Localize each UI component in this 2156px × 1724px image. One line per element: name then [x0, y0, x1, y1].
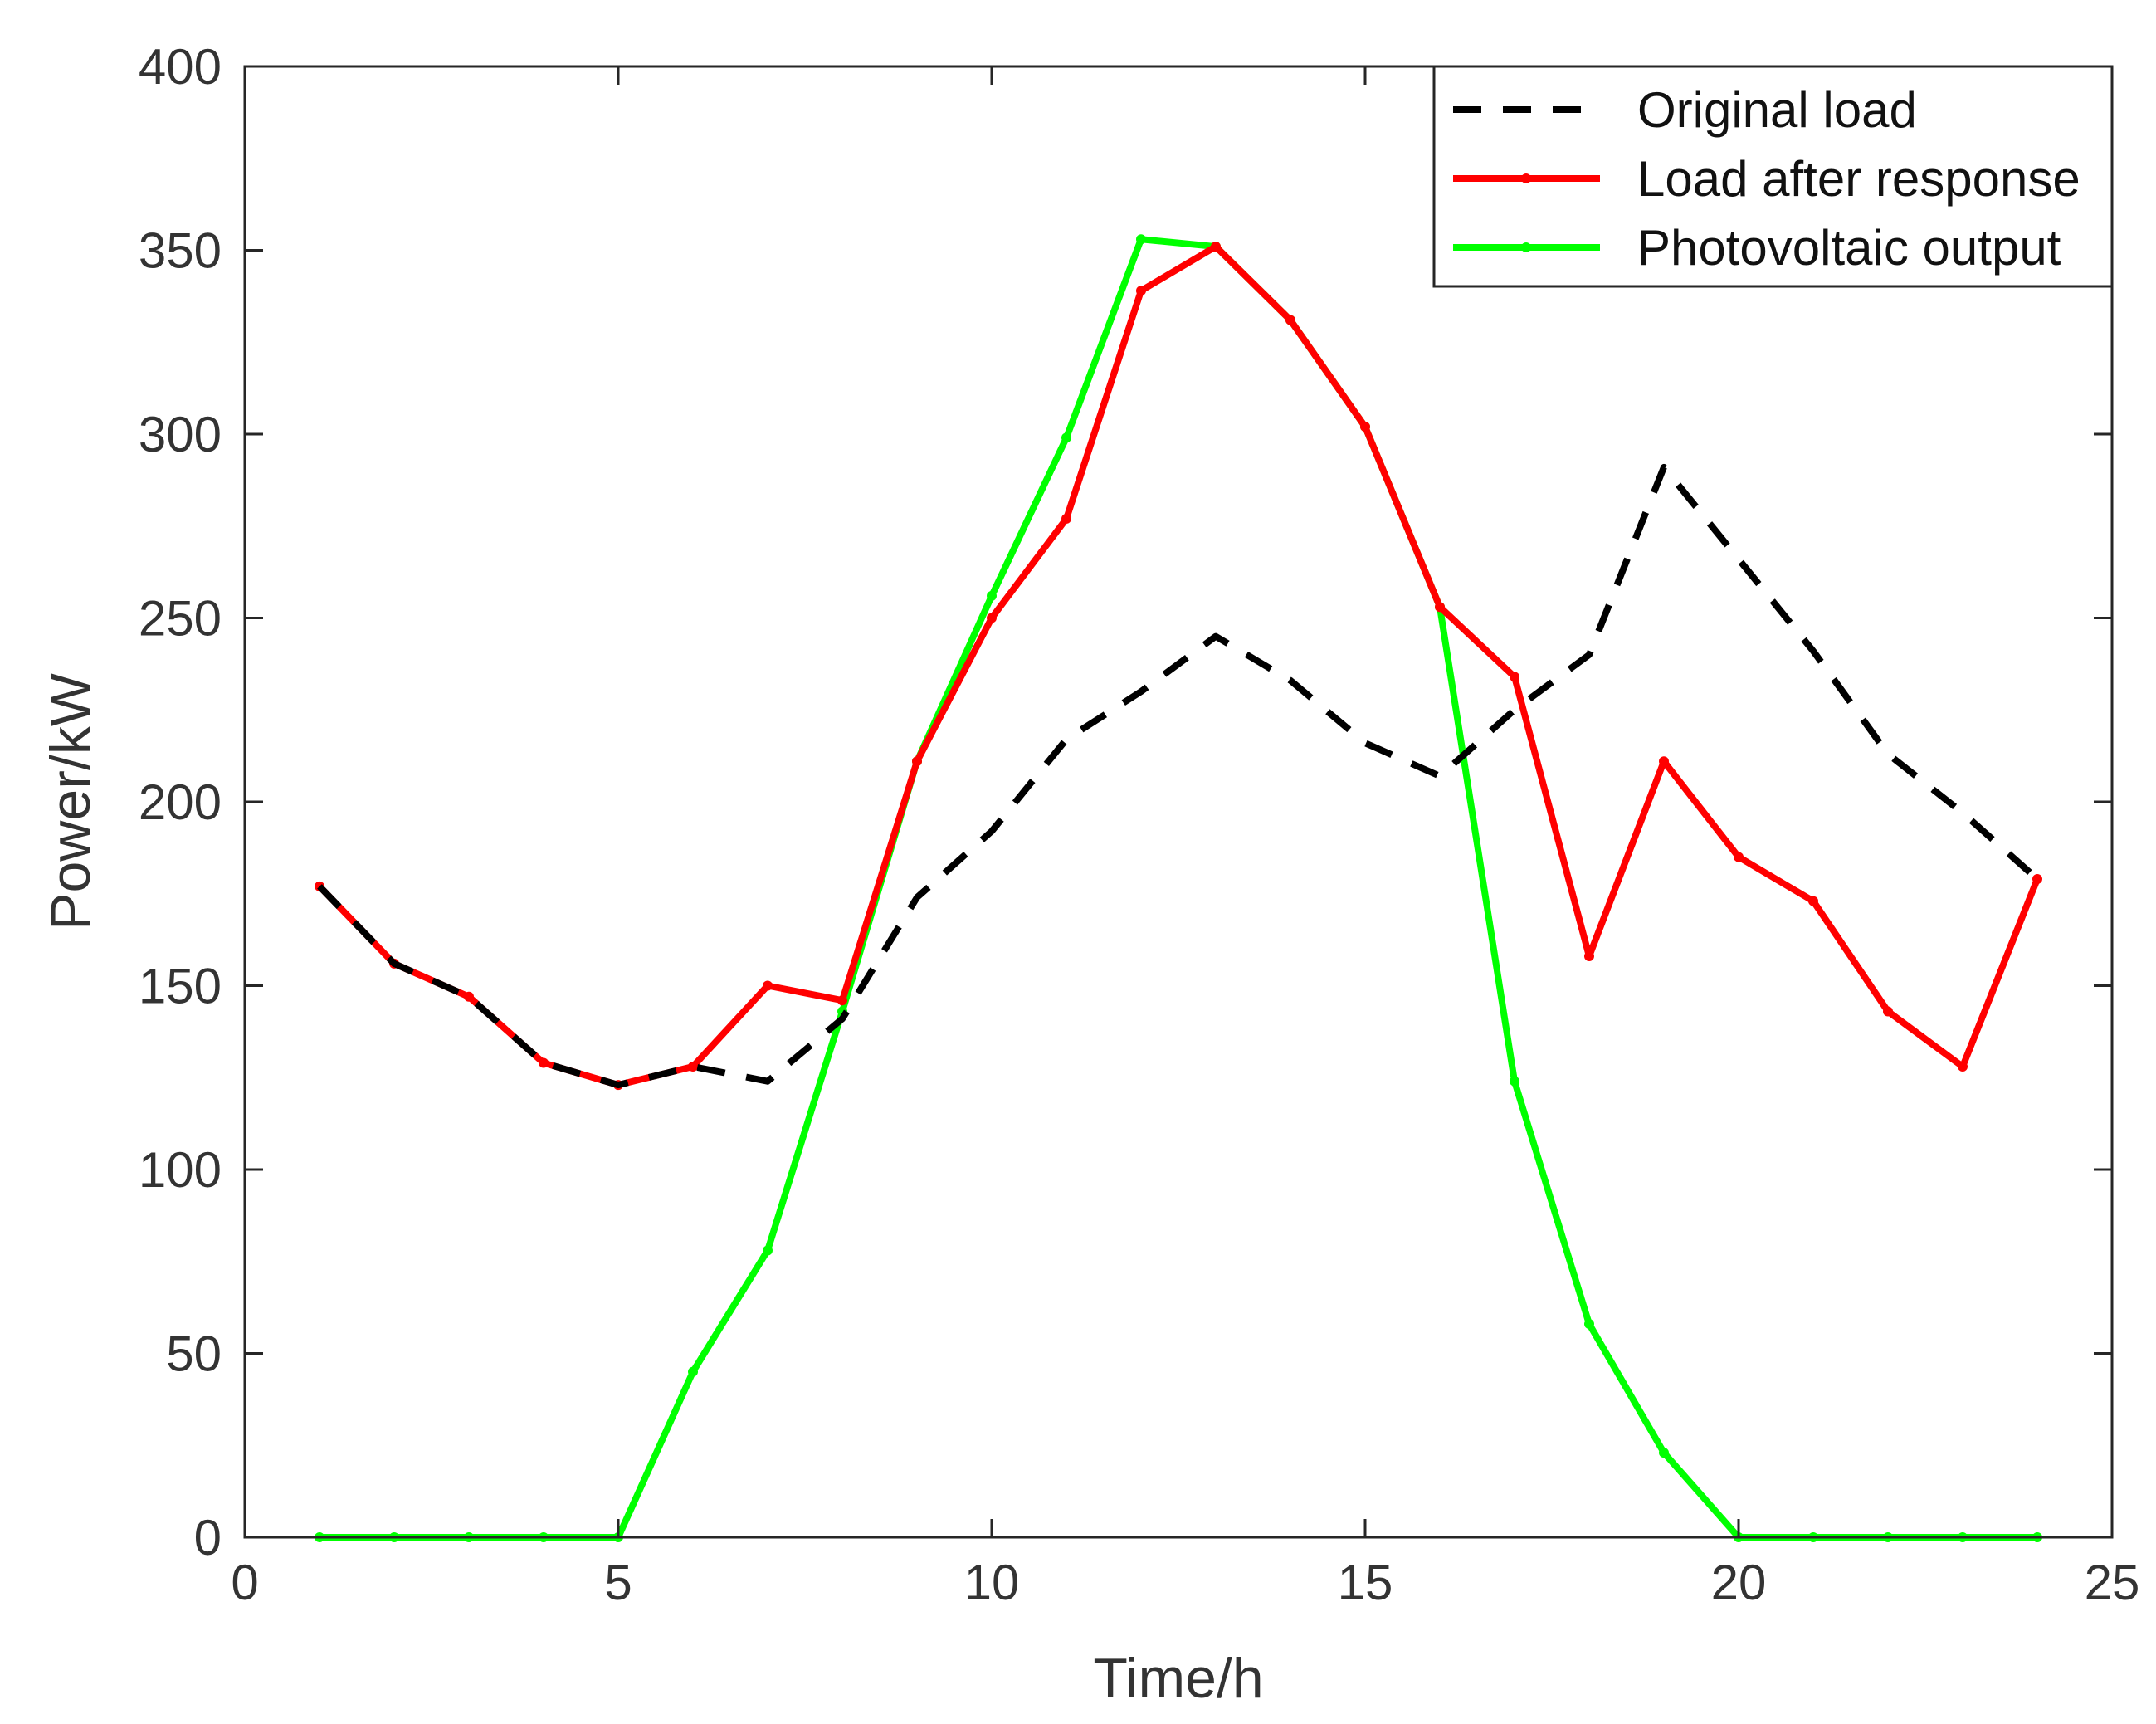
data-point-photovoltaic-output: [987, 590, 997, 601]
data-point-load-after-response: [539, 1057, 549, 1068]
y-tick-label: 300: [139, 407, 222, 462]
data-point-photovoltaic-output: [1659, 1448, 1669, 1458]
data-point-photovoltaic-output: [1584, 1319, 1594, 1330]
legend-label-load-after-response: Load after response: [1637, 151, 2080, 207]
data-point-load-after-response: [1435, 602, 1445, 613]
y-tick-label: 350: [139, 223, 222, 279]
legend-label-original-load: Original load: [1637, 82, 1917, 138]
data-point-load-after-response: [2032, 874, 2042, 885]
data-point-load-after-response: [1659, 756, 1669, 767]
data-point-load-after-response: [1061, 513, 1071, 524]
data-point-load-after-response: [1958, 1061, 1968, 1072]
x-tick-label: 20: [1711, 1555, 1767, 1610]
x-tick-label: 10: [964, 1555, 1020, 1610]
x-tick-label: 5: [604, 1555, 632, 1610]
data-point-load-after-response: [688, 1061, 698, 1072]
data-point-photovoltaic-output: [1510, 1076, 1519, 1087]
data-point-load-after-response: [987, 613, 997, 623]
y-tick-label: 200: [139, 774, 222, 830]
y-tick-label: 400: [139, 39, 222, 95]
data-point-load-after-response: [1734, 852, 1744, 862]
data-point-load-after-response: [1883, 1006, 1893, 1017]
legend: Original load Load after response Photov…: [1432, 65, 2114, 288]
data-point-load-after-response: [464, 991, 474, 1002]
y-axis-label: Power/kW: [39, 673, 102, 930]
data-point-load-after-response: [837, 995, 847, 1006]
data-point-load-after-response: [1808, 896, 1818, 906]
data-point-photovoltaic-output: [688, 1366, 698, 1377]
x-tick-label: 25: [2085, 1555, 2140, 1610]
data-point-load-after-response: [1360, 422, 1370, 432]
series-line-original-load: [317, 463, 2040, 1089]
y-tick-label: 250: [139, 591, 222, 647]
data-point-load-after-response: [1211, 242, 1221, 252]
x-tick-label: 15: [1338, 1555, 1393, 1610]
x-tick-label: 0: [231, 1555, 258, 1610]
data-point-load-after-response: [1584, 951, 1594, 962]
data-point-load-after-response: [763, 980, 773, 991]
legend-label-photovoltaic-output: Photovoltaic output: [1637, 220, 2061, 276]
data-point-load-after-response: [1285, 315, 1295, 325]
data-point-load-after-response: [1510, 672, 1519, 682]
legend-marker-load-after-response: [1521, 173, 1531, 183]
y-tick-label: 0: [194, 1510, 222, 1565]
data-point-photovoltaic-output: [1136, 234, 1146, 245]
x-axis-label: Time/h: [1093, 1647, 1263, 1710]
y-tick-label: 100: [139, 1142, 222, 1198]
data-point-load-after-response: [912, 756, 922, 767]
y-tick-label: 150: [139, 959, 222, 1014]
data-point-photovoltaic-output: [1061, 432, 1071, 443]
legend-marker-photovoltaic-output: [1521, 242, 1531, 252]
data-point-load-after-response: [1136, 286, 1146, 296]
data-point-photovoltaic-output: [763, 1245, 773, 1256]
y-tick-label: 50: [166, 1326, 222, 1382]
